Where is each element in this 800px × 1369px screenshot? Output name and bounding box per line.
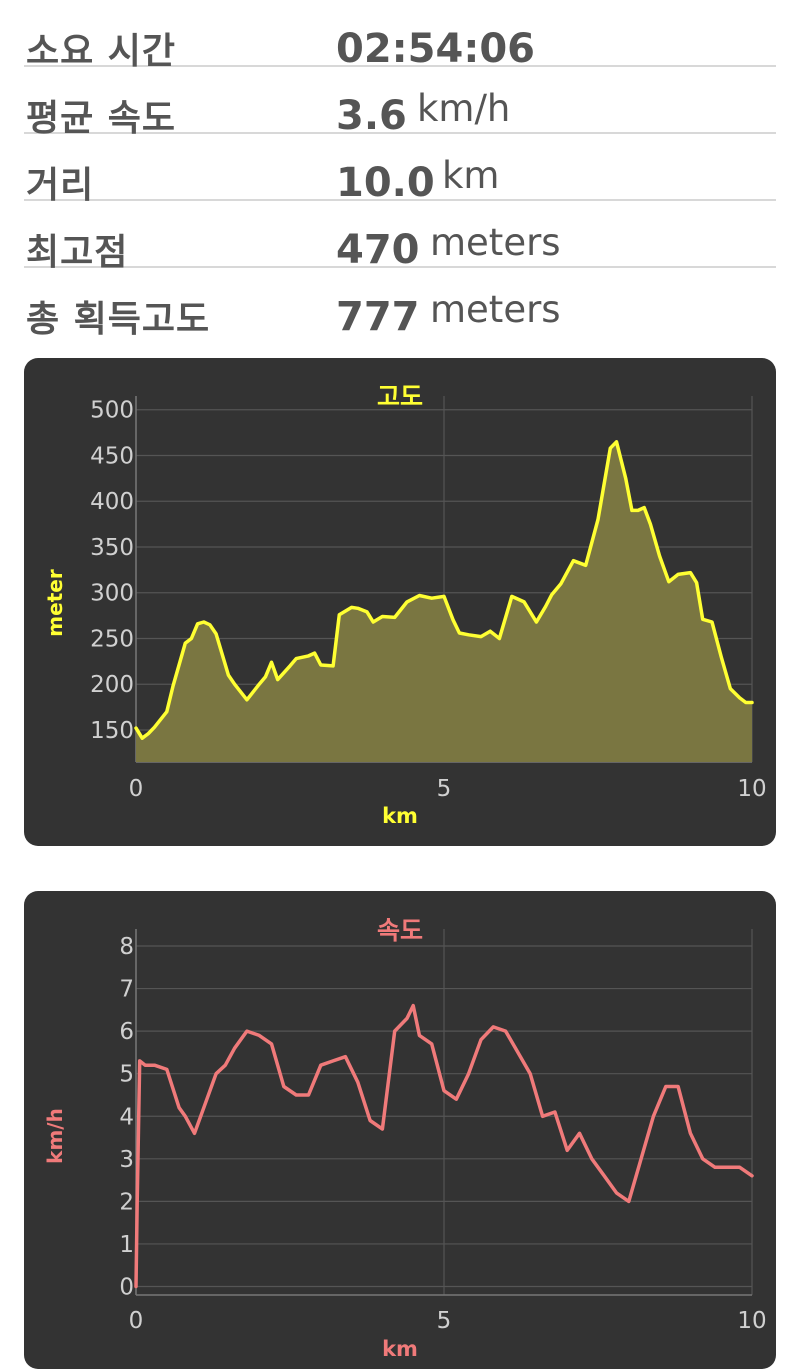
chart-title: 속도: [377, 916, 423, 945]
y-axis-label: km/h: [43, 1108, 67, 1164]
stat-unit: km/h: [417, 87, 511, 130]
series-line: [134, 440, 754, 740]
x-tick-label: 5: [437, 776, 452, 802]
speed-chart-card: 0 1 2 3 4 5 6 7 8 0 5 10 속도 km km/h: [24, 891, 776, 1369]
y-tick-label: 400: [90, 489, 134, 515]
y-tick-label: 4: [119, 1104, 134, 1130]
stat-label: 총 획득고도: [26, 299, 211, 340]
stat-unit: meters: [430, 221, 561, 264]
y-tick-label: 300: [90, 581, 134, 607]
x-axis-label: km: [382, 1337, 418, 1361]
stat-row-distance: 거리 10.0 km: [24, 134, 776, 206]
stat-value: 3.6: [336, 93, 407, 139]
y-tick-label: 8: [119, 934, 134, 960]
y-tick-label: 1: [119, 1232, 134, 1258]
y-tick-label: 350: [90, 535, 134, 561]
elevation-chart-card: 150 200 250 300 350 400 450 500 0 5 10 고도 km meter: [24, 358, 776, 846]
stat-value: 777: [336, 294, 420, 340]
stat-label: 최고점: [26, 232, 129, 273]
y-tick-label: 450: [90, 443, 134, 469]
y-tick-label: 150: [90, 718, 134, 744]
x-tick-label: 0: [129, 1308, 144, 1334]
chart-title: 고도: [377, 382, 423, 411]
x-tick-label: 5: [437, 1308, 452, 1334]
x-tick-label: 0: [129, 776, 144, 802]
stat-value: 02:54:06: [336, 26, 535, 72]
stat-label: 평균 속도: [26, 98, 177, 139]
series-line: [134, 1003, 754, 1289]
y-tick-label: 6: [119, 1019, 134, 1045]
y-tick-label: 2: [119, 1189, 134, 1215]
y-tick-label: 7: [119, 977, 134, 1003]
x-axis-label: km: [382, 804, 418, 828]
stat-row-avg-speed: 평균 속도 3.6 km/h: [24, 67, 776, 139]
y-tick-label: 250: [90, 626, 134, 652]
stat-label: 소요 시간: [26, 31, 177, 72]
x-tick-label: 10: [737, 1308, 766, 1334]
x-tick-label: 10: [737, 776, 766, 802]
stats-panel: 소요 시간 02:54:06 평균 속도 3.6 km/h 거리 10.0 km…: [24, 0, 776, 340]
stat-label: 거리: [26, 165, 95, 206]
stat-row-highest-point: 최고점 470 meters: [24, 201, 776, 273]
speed-chart: 0 1 2 3 4 5 6 7 8 0 5 10 속도 km km/h: [43, 916, 767, 1361]
y-tick-label: 3: [119, 1147, 134, 1173]
stat-unit: km: [442, 154, 500, 197]
y-axis-label: meter: [43, 569, 67, 637]
stat-row-elevation-gain: 총 획득고도 777 meters: [24, 268, 776, 340]
y-tick-label: 200: [90, 672, 134, 698]
elevation-chart: 150 200 250 300 350 400 450 500 0 5 10 고도 km meter: [43, 382, 767, 828]
stat-unit: meters: [430, 288, 561, 331]
y-tick-label: 500: [90, 398, 134, 424]
y-tick-label: 0: [119, 1274, 134, 1300]
y-tick-label: 5: [119, 1062, 134, 1088]
stat-value: 470: [336, 227, 420, 273]
stat-value: 10.0: [336, 160, 435, 206]
stat-row-duration: 소요 시간 02:54:06: [24, 0, 776, 72]
